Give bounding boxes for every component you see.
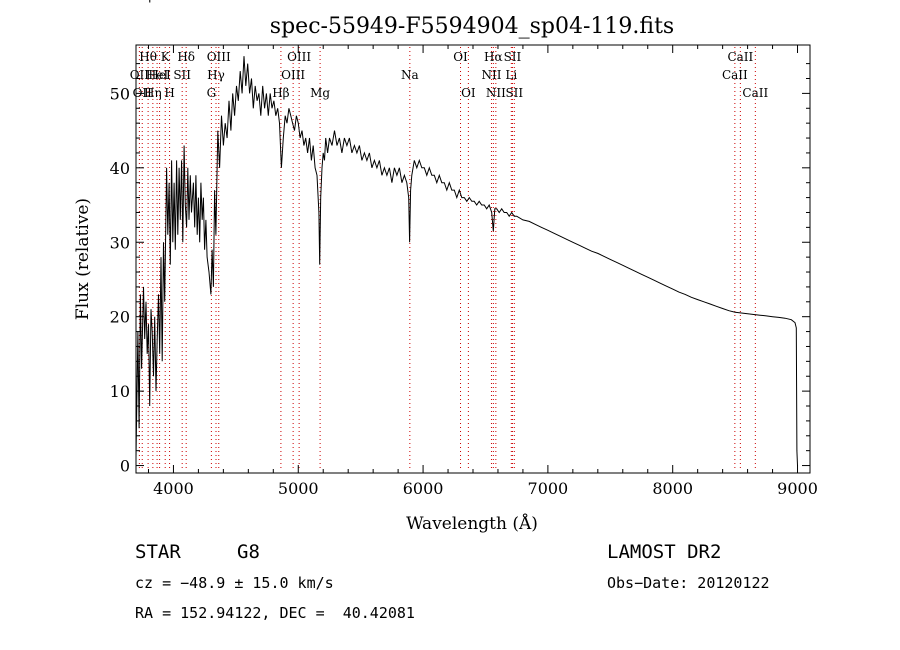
line-label: HeI: [146, 68, 169, 82]
y-tick-label: 50: [110, 84, 130, 103]
line-label: K: [161, 50, 171, 64]
spectral-line-labels: OIIOIIHηHθHηHeIHeIKHSIIHδGHγOIIIHβOIIIOI…: [130, 0, 769, 100]
line-label: Mg: [310, 86, 330, 100]
line-label: SII: [173, 68, 191, 82]
line-label: Hη: [133, 0, 151, 3]
y-tick-label: 30: [110, 233, 130, 252]
observation-date: Obs−Date: 20120122: [607, 574, 770, 592]
y-tick-label: 40: [110, 159, 130, 178]
x-tick-label: 5000: [278, 479, 319, 498]
line-label: HeI: [148, 68, 171, 82]
line-label: NII: [481, 68, 501, 82]
line-label: OIII: [281, 68, 305, 82]
chart-title: spec-55949-F5594904_sp04-119.fits: [270, 14, 674, 39]
line-label: SII: [505, 86, 523, 100]
line-label: H: [164, 86, 174, 100]
line-label: CaII: [742, 86, 768, 100]
line-label: Hδ: [177, 50, 195, 64]
spectrum-line: [135, 56, 798, 466]
y-tick-label: 20: [110, 308, 130, 327]
line-label: Hβ: [272, 86, 289, 100]
y-axis-label: Flux (relative): [73, 198, 93, 320]
x-tick-label: 6000: [403, 479, 444, 498]
line-label: OIII: [287, 50, 311, 64]
line-label: Hη: [144, 86, 162, 100]
line-label: Na: [401, 68, 419, 82]
y-axis-ticks: 0 10 20 30 40 50: [110, 63, 810, 476]
x-axis-ticks: 4000 5000 6000 7000 8000 9000: [147, 45, 818, 498]
y-tick-label: 0: [120, 457, 130, 476]
line-label: Hγ: [207, 68, 225, 82]
line-label: OIII: [207, 50, 231, 64]
radial-velocity: cz = −48.9 ± 15.0 km/s: [135, 574, 334, 592]
line-label: CaII: [722, 68, 748, 82]
line-label: CaII: [727, 50, 753, 64]
x-axis-label: Wavelength (Å): [406, 513, 538, 534]
survey-release: LAMOST DR2: [607, 541, 722, 563]
line-label: OI: [461, 86, 476, 100]
y-tick-label: 10: [110, 382, 130, 401]
line-label: OII: [130, 68, 150, 82]
plot-frame: [135, 44, 811, 474]
spectral-subclass: G8: [237, 541, 260, 563]
x-tick-label: 9000: [777, 479, 818, 498]
line-label: NII: [486, 86, 506, 100]
line-label: Li: [505, 68, 517, 82]
x-tick-label: 4000: [153, 479, 194, 498]
line-label: Hα: [484, 50, 503, 64]
x-tick-label: 7000: [528, 479, 569, 498]
line-label: G: [207, 86, 217, 100]
line-label: Hθ: [139, 50, 157, 64]
sky-coordinates: RA = 152.94122, DEC = 40.42081: [135, 604, 415, 622]
x-tick-label: 8000: [652, 479, 693, 498]
line-label: SII: [504, 50, 522, 64]
object-class: STAR: [135, 541, 181, 563]
line-label: OI: [453, 50, 468, 64]
